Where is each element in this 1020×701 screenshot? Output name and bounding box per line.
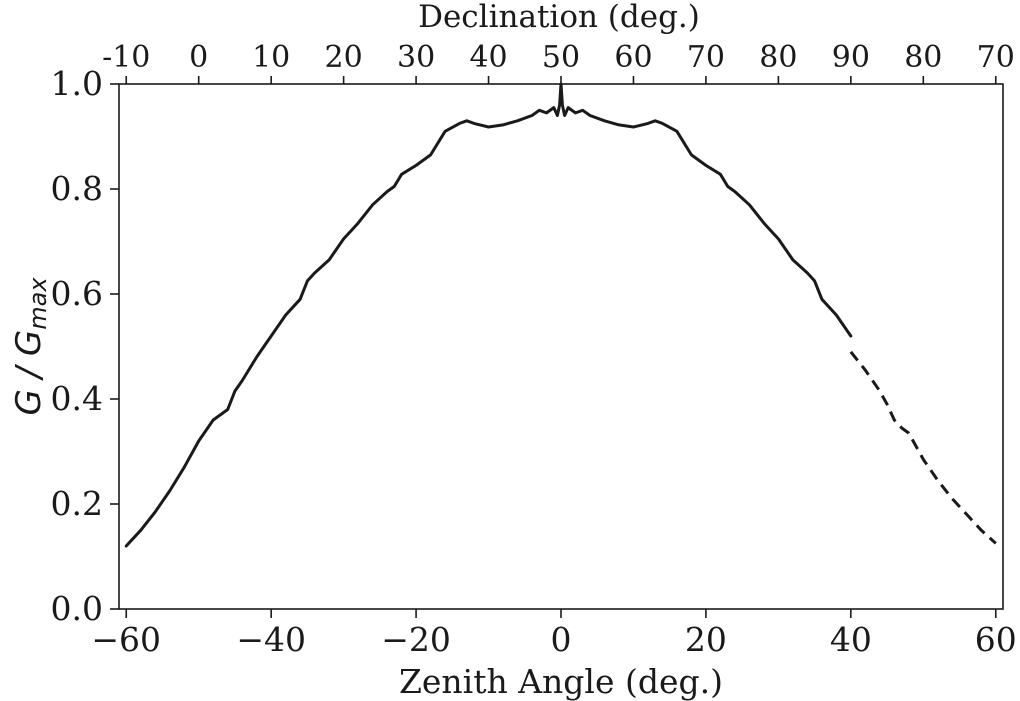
x-tick-label: −20	[381, 620, 451, 659]
top-tick-label: 90	[832, 40, 870, 75]
top-tick-label: 40	[469, 40, 507, 75]
top-tick-label: 70	[977, 40, 1015, 75]
y-label-g-base: G	[9, 330, 49, 356]
x-tick-label: 60	[975, 620, 1017, 659]
top-tick-label: 20	[325, 40, 363, 75]
top-tick-label: 80	[759, 40, 797, 75]
top-tick-label: 60	[614, 40, 652, 75]
y-axis-label: G / Gmax	[9, 277, 52, 416]
top-tick-label: 30	[397, 40, 435, 75]
top-tick-label: 50	[542, 40, 580, 75]
top-tick-label: 80	[904, 40, 942, 75]
plot-frame	[118, 83, 1004, 610]
x-axis-ticks: −60 −40 −20 0 20 40 60	[91, 609, 1017, 659]
y-tick-label: 0.6	[51, 274, 103, 313]
y-tick-label: 0.2	[51, 484, 103, 523]
x-tick-label: 20	[685, 620, 727, 659]
x-tick-label: 0	[551, 620, 572, 659]
y-tick-label: 0.0	[51, 589, 103, 628]
y-tick-label: 1.0	[51, 64, 103, 103]
top-tick-label: 10	[252, 40, 290, 75]
series-line-solid	[124, 82, 853, 548]
x-tick-label: −60	[91, 620, 161, 659]
y-tick-label: 0.8	[51, 169, 103, 208]
y-label-slash: /	[9, 356, 49, 389]
series-layer	[124, 82, 997, 548]
series-line-dashed	[849, 350, 997, 545]
y-label-subscript: max	[24, 277, 52, 330]
x-axis-label: Zenith Angle (deg.)	[399, 662, 723, 701]
y-label-g: G	[9, 389, 49, 415]
top-axis-ticks: -10 0 10 20 30 40 50 60 70 80 90 80 70	[102, 40, 1015, 84]
top-tick-label: -10	[102, 40, 150, 75]
top-tick-label: 0	[189, 40, 208, 75]
y-tick-label: 0.4	[51, 379, 103, 418]
top-axis-label: Declination (deg.)	[418, 0, 700, 35]
y-axis-ticks: 0.0 0.2 0.4 0.6 0.8 1.0	[51, 64, 119, 628]
x-tick-label: −40	[236, 620, 306, 659]
top-tick-label: 70	[687, 40, 725, 75]
x-tick-label: 40	[830, 620, 872, 659]
